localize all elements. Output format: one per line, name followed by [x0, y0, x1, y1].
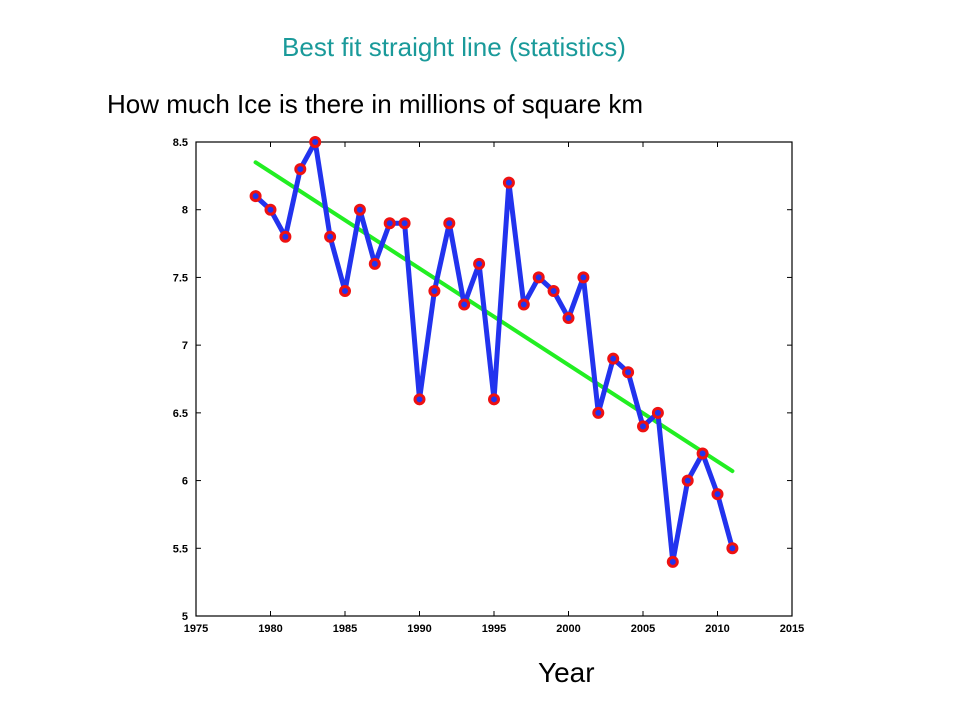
chart-subtitle: How much Ice is there in millions of squ… — [107, 89, 644, 119]
x-tick-label: 1990 — [407, 623, 431, 635]
x-tick-label: 2015 — [780, 623, 804, 635]
x-axis-label: Year — [538, 657, 595, 688]
data-point — [696, 447, 709, 460]
data-point — [517, 298, 530, 311]
y-tick-label: 7.5 — [173, 272, 188, 284]
data-point — [324, 230, 337, 243]
y-tick-label: 8.5 — [173, 137, 188, 149]
axis-ticks: 1975 1980 1985 1990 1995 2000 2005 2010 2015 5 5.5… — [173, 137, 805, 635]
y-tick-label: 7 — [182, 340, 188, 352]
data-point — [637, 420, 649, 433]
data-point — [622, 366, 635, 379]
x-tick-label: 2005 — [631, 623, 655, 635]
data-point — [666, 555, 679, 568]
data-point — [711, 488, 724, 501]
data-point — [294, 163, 307, 176]
slide-title: Best fit straight line (statistics) — [282, 32, 626, 62]
data-point — [383, 217, 396, 230]
data-point — [577, 271, 590, 284]
data-point — [681, 474, 694, 487]
data-point — [264, 203, 277, 216]
data-point — [443, 217, 456, 230]
x-tick-label: 2010 — [705, 623, 729, 635]
y-tick-label: 6 — [182, 476, 188, 488]
data-point — [607, 352, 620, 365]
data-series — [253, 139, 735, 565]
data-point — [279, 230, 292, 243]
data-point — [651, 406, 664, 419]
data-point — [339, 284, 351, 297]
data-line — [253, 139, 735, 565]
x-tick-label: 1985 — [333, 623, 357, 635]
data-point — [488, 393, 500, 406]
data-point — [502, 176, 515, 189]
data-point — [309, 136, 322, 148]
data-point — [726, 542, 739, 555]
y-tick-label: 6.5 — [173, 408, 188, 420]
data-point — [562, 312, 575, 325]
data-point — [368, 257, 381, 270]
data-point — [428, 284, 441, 297]
data-point — [413, 393, 426, 406]
data-markers — [249, 136, 739, 568]
x-tick-label: 1980 — [258, 623, 282, 635]
data-point — [592, 406, 605, 419]
y-tick-label: 5 — [182, 611, 188, 623]
x-tick-label: 2000 — [556, 623, 580, 635]
data-point — [458, 298, 471, 311]
data-point — [398, 217, 411, 230]
y-tick-label: 5.5 — [173, 543, 188, 555]
data-point — [547, 284, 560, 297]
y-tick-label: 8 — [182, 205, 188, 217]
x-tick-label: 1995 — [482, 623, 506, 635]
data-point — [353, 203, 366, 216]
data-point — [473, 257, 486, 270]
data-point — [532, 271, 545, 284]
data-point — [249, 190, 262, 203]
x-tick-label: 1975 — [184, 623, 208, 635]
